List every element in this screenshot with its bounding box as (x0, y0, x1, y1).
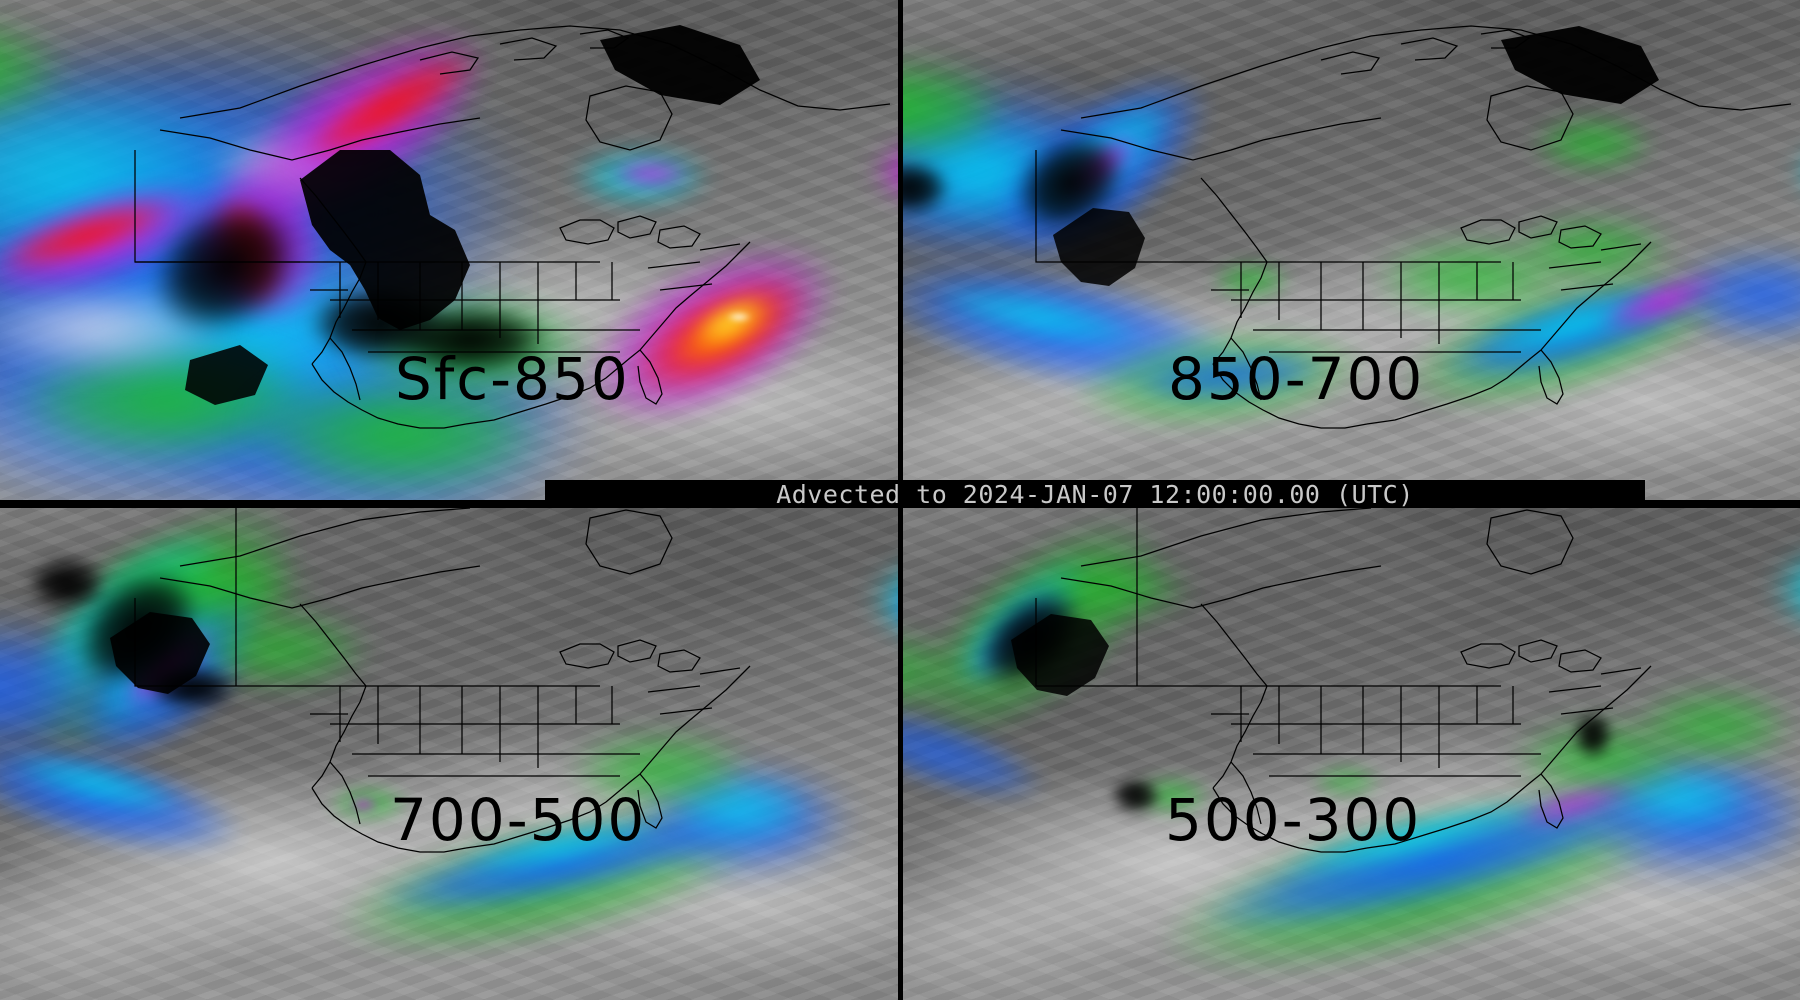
panel-850-700[interactable]: 850-700 (903, 0, 1800, 500)
panel-label-sfc-850: Sfc-850 (395, 345, 630, 413)
moisture-field (903, 0, 1800, 500)
panel-label-700-500: 700-500 (390, 786, 647, 854)
timestamp-banner: Advected to 2024-JAN-07 12:00:00.00 (UTC… (545, 480, 1645, 509)
panel-label-500-300: 500-300 (1165, 786, 1422, 854)
moisture-field (0, 508, 898, 1000)
moisture-field (0, 0, 898, 500)
panel-700-500[interactable]: 700-500 (0, 508, 898, 1000)
moisture-field (903, 508, 1800, 1000)
panel-sfc-850[interactable]: Sfc-850 (0, 0, 898, 500)
panel-label-850-700: 850-700 (1168, 345, 1425, 413)
panel-500-300[interactable]: 500-300 (903, 508, 1800, 1000)
